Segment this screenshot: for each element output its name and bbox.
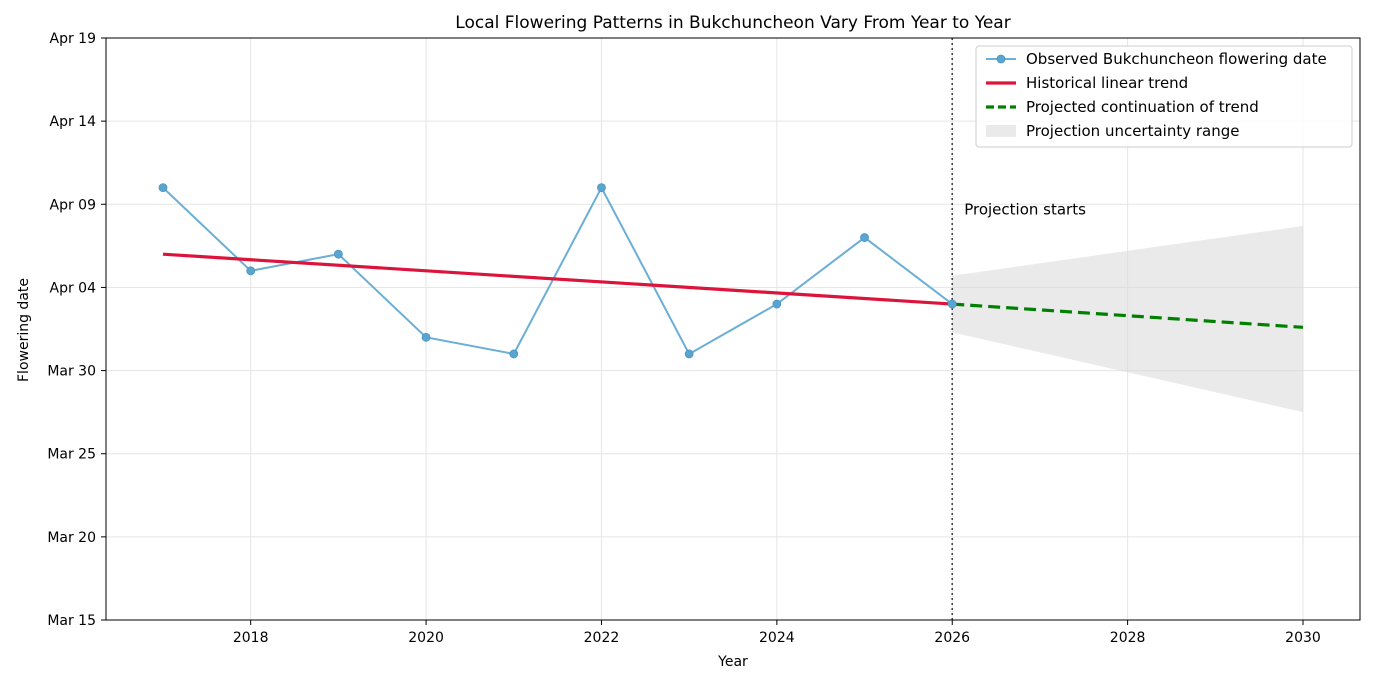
observed-point	[597, 183, 606, 193]
uncertainty-band-layer	[952, 225, 1303, 413]
y-tick-label: Apr 09	[50, 197, 96, 213]
y-tick-label: Mar 15	[47, 613, 96, 629]
observed-point	[684, 349, 694, 359]
observed-point	[158, 183, 168, 193]
observed-point	[509, 349, 519, 359]
observed-point	[772, 299, 782, 309]
legend-swatch-uncertainty	[986, 125, 1016, 137]
x-tick-label: 2026	[934, 630, 970, 646]
observed-point	[246, 266, 256, 276]
legend-marker-observed	[996, 54, 1006, 64]
projection-starts-annotation: Projection starts	[964, 200, 1086, 218]
legend: Observed Bukchuncheon flowering date Hist…	[975, 45, 1353, 148]
y-tick-label: Apr 14	[50, 114, 97, 130]
y-tick-label: Mar 25	[47, 447, 96, 463]
x-axis-ticks: 2018 2020 2022 2024 2026 2028 2030	[233, 620, 1321, 646]
legend-label: Projection uncertainty range	[1026, 122, 1240, 140]
legend-label: Observed Bukchuncheon flowering date	[1026, 50, 1327, 68]
projection-line	[952, 302, 1304, 329]
observed-point	[333, 249, 343, 259]
plot-frame	[105, 37, 1361, 621]
trend-line	[162, 252, 953, 306]
uncertainty-band	[952, 225, 1303, 413]
y-tick-label: Mar 30	[47, 364, 96, 380]
x-axis-label: Year	[717, 654, 748, 670]
x-tick-label: 2018	[233, 630, 269, 646]
legend-box	[975, 45, 1353, 148]
legend-label: Historical linear trend	[1026, 74, 1188, 92]
series-layer	[162, 185, 1304, 356]
observed-line	[162, 185, 953, 356]
observed-point	[947, 299, 957, 309]
x-tick-label: 2028	[1110, 630, 1146, 646]
x-tick-label: 2024	[759, 630, 795, 646]
y-tick-label: Apr 19	[50, 31, 96, 47]
y-axis-ticks: Mar 15 Mar 20 Mar 25 Mar 30 Apr 04 Apr 09 Apr …	[47, 31, 106, 629]
marker-layer	[158, 183, 957, 359]
x-tick-label: 2030	[1285, 630, 1321, 646]
y-axis-label: Flowering date	[16, 278, 32, 382]
y-tick-label: Mar 20	[47, 530, 96, 546]
observed-point	[860, 233, 869, 242]
x-tick-label: 2022	[584, 630, 620, 646]
chart-title: Local Flowering Patterns in Bukchuncheon…	[455, 13, 1010, 33]
observed-point	[421, 332, 431, 342]
y-tick-label: Apr 04	[50, 280, 97, 296]
legend-label: Projected continuation of trend	[1026, 98, 1259, 116]
x-tick-label: 2020	[408, 630, 444, 646]
